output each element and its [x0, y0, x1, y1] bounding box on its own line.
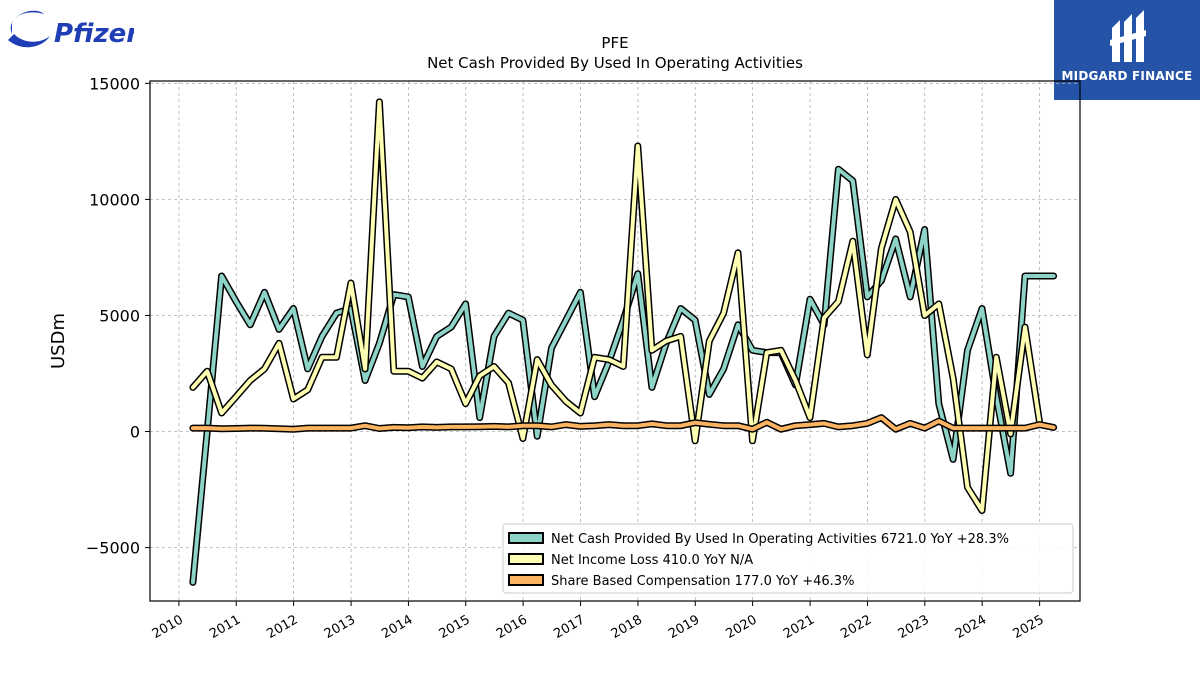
y-tick-label: 0	[130, 423, 140, 442]
x-tick-label: 2013	[322, 612, 358, 642]
series-line-1	[190, 99, 1042, 513]
pfizer-swoosh-lower-icon	[8, 34, 50, 48]
x-tick-label: 2019	[666, 612, 702, 642]
y-tick-label: 15000	[89, 74, 140, 93]
series-line-2	[190, 415, 1056, 432]
y-axis-label: USDm	[48, 313, 69, 369]
x-tick-label: 2022	[838, 612, 874, 642]
x-tick-label: 2024	[953, 612, 989, 642]
legend-swatch-0	[508, 532, 544, 544]
x-tick-label: 2017	[551, 612, 587, 642]
x-tick-label: 2015	[437, 612, 473, 642]
x-tick-label: 2011	[207, 612, 243, 642]
legend-label-2: Share Based Compensation 177.0 YoY +46.3…	[551, 574, 854, 589]
pfizer-logo-text: Pfizer	[54, 19, 134, 49]
legend-swatch-1	[508, 553, 544, 565]
legend-swatch-2	[508, 574, 544, 586]
y-tick-label: 10000	[89, 190, 140, 209]
legend-box	[502, 523, 1074, 594]
x-tick-label: 2020	[723, 612, 759, 642]
x-tick-label: 2012	[264, 612, 300, 642]
pfizer-swoosh-icon	[10, 10, 45, 34]
legend-label-1: Net Income Loss 410.0 YoY N/A	[551, 553, 753, 568]
midgard-finance-logo: MIDGARD FINANCE	[1054, 0, 1200, 100]
y-tick-label: 5000	[99, 306, 140, 325]
y-axis: −5000 0 5000 10000 15000	[86, 74, 150, 558]
x-tick-label: 2018	[609, 612, 645, 642]
chart-subtitle: Net Cash Provided By Used In Operating A…	[427, 54, 803, 72]
plot-frame	[149, 80, 1081, 602]
x-tick-label: 2023	[896, 612, 932, 642]
legend: Net Cash Provided By Used In Operating A…	[502, 523, 1074, 594]
y-tick-label: −5000	[86, 539, 140, 558]
series-layer	[189, 98, 1058, 586]
pfizer-logo: Pfizer	[8, 10, 134, 49]
series-outline-1	[189, 98, 1043, 514]
x-tick-label: 2014	[379, 612, 415, 642]
x-tick-label: 2016	[494, 612, 530, 642]
legend-label-0: Net Cash Provided By Used In Operating A…	[551, 532, 1009, 547]
midgard-logo-text: MIDGARD FINANCE	[1061, 69, 1193, 83]
x-axis: 2010 2011 2012 2013 2014 2015 2016 2017 2018 2019…	[150, 601, 1047, 642]
chart-title: PFE	[601, 34, 628, 52]
midgard-emblem-icon	[1110, 10, 1146, 62]
x-tick-label: 2021	[781, 612, 817, 642]
x-tick-label: 2010	[150, 612, 186, 642]
x-tick-label: 2025	[1010, 612, 1046, 642]
